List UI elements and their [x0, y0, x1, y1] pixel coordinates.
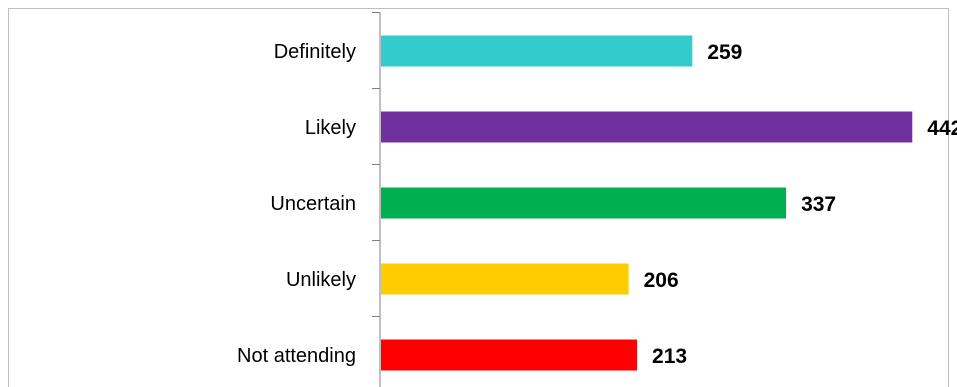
category-label: Not attending [237, 345, 356, 367]
category-label: Definitely [274, 41, 356, 63]
data-label: 213 [652, 345, 687, 368]
category-label: Uncertain [270, 193, 356, 215]
data-label: 442 [927, 117, 957, 140]
bars-layer [381, 35, 913, 371]
bar-uncertain [381, 187, 787, 219]
category-label: Unlikely [286, 269, 356, 291]
data-label: 259 [707, 41, 742, 64]
data-label: 337 [801, 193, 836, 216]
chart-frame [8, 8, 949, 387]
bar-likely [381, 111, 913, 143]
bar-unlikely [381, 263, 629, 295]
bar-definitely [381, 35, 693, 67]
data-label: 206 [644, 269, 679, 292]
labels-layer: Definitely 259 Likely 442 Uncertain 337 Unlike… [237, 41, 957, 368]
axis-layer [372, 12, 381, 387]
bar-not-attending [381, 339, 638, 371]
category-label: Likely [305, 117, 356, 139]
